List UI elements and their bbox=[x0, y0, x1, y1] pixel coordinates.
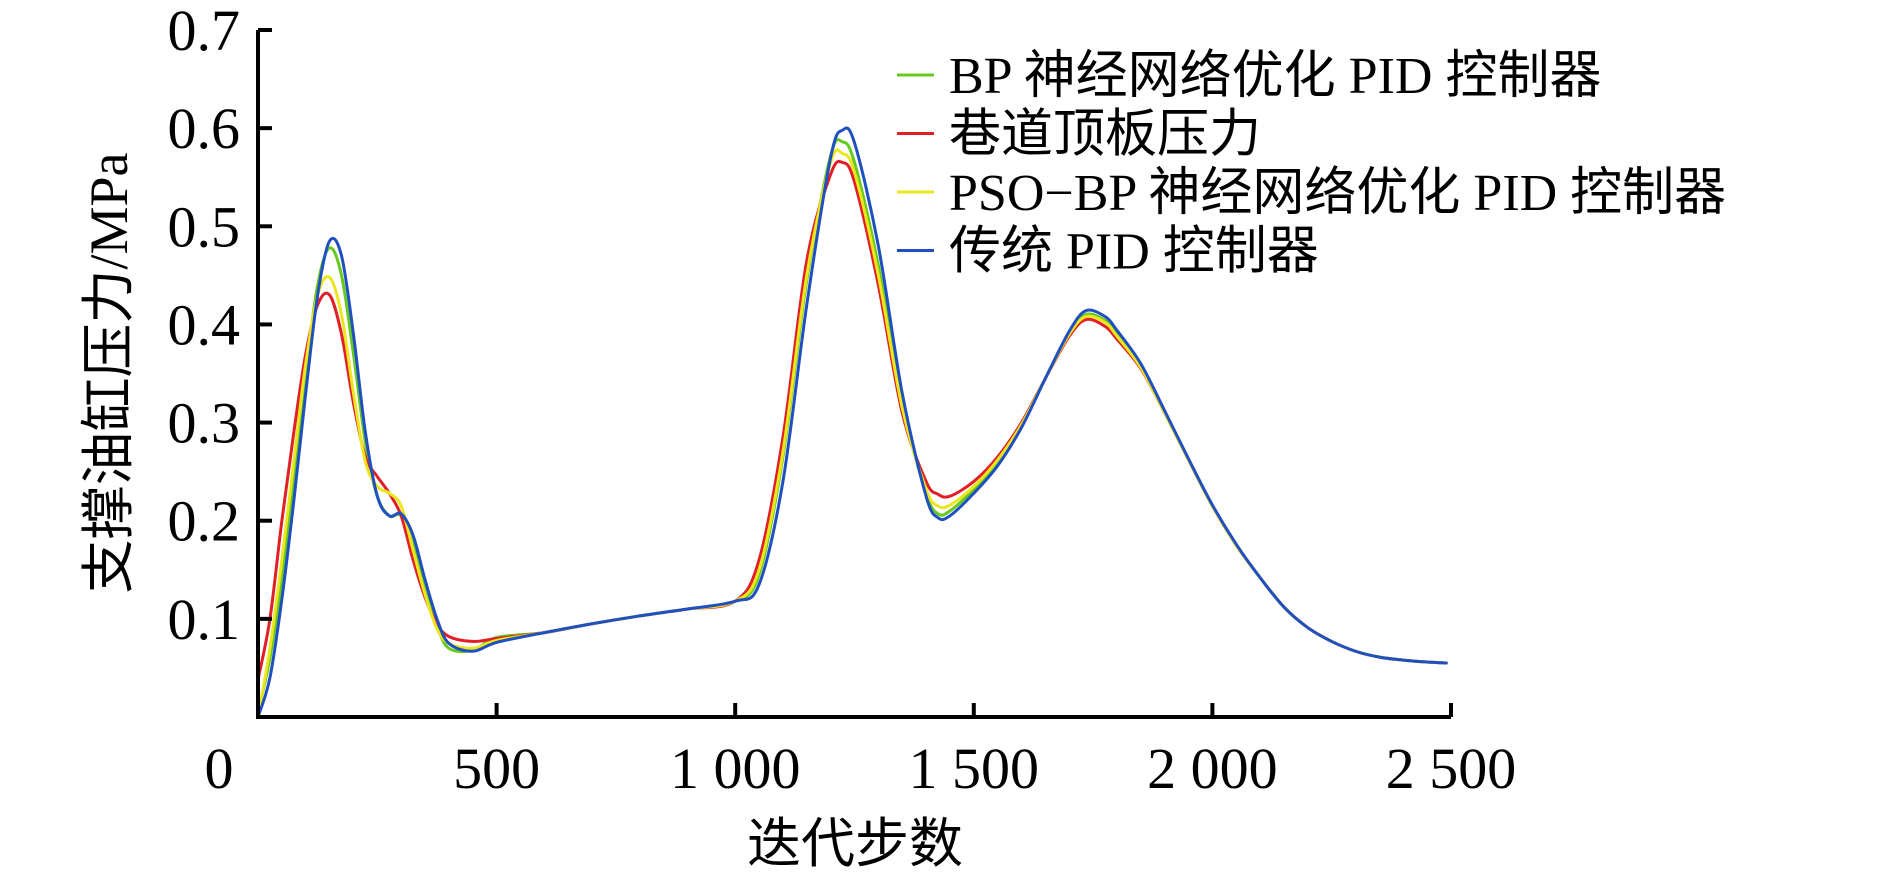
ticks: 0.1 0.2 0.3 0.4 0.5 0.6 0.7 0 500 1 000 1 500 2 000… bbox=[168, 0, 1517, 801]
series-line-4 bbox=[256, 126, 1448, 719]
legend-label: 巷道顶板压力 bbox=[949, 107, 1261, 164]
series-layer bbox=[256, 126, 1448, 719]
y-tick-label: 0.4 bbox=[168, 292, 241, 357]
x-tick-label: 2 500 bbox=[1386, 736, 1517, 801]
legend-label: PSO−BP 神经网络优化 PID 控制器 bbox=[949, 165, 1726, 222]
x-tick-label: 0 bbox=[205, 736, 234, 801]
y-axis-title: 支撑油缸压力/MPa bbox=[79, 152, 139, 593]
y-tick-label: 0.5 bbox=[168, 194, 241, 259]
y-tick-label: 0.3 bbox=[168, 391, 241, 456]
legend-label: BP 神经网络优化 PID 控制器 bbox=[949, 48, 1601, 105]
legend-item: 传统 PID 控制器 bbox=[897, 224, 1319, 281]
axes bbox=[256, 30, 1451, 719]
x-tick-label: 1 500 bbox=[909, 736, 1040, 801]
legend-item: 巷道顶板压力 bbox=[897, 107, 1261, 164]
x-tick-label: 500 bbox=[453, 736, 540, 801]
x-tick-label: 1 000 bbox=[670, 736, 801, 801]
y-tick-label: 0.2 bbox=[168, 489, 241, 554]
x-axis-title: 迭代步数 bbox=[747, 814, 963, 874]
x-tick-label: 2 000 bbox=[1147, 736, 1278, 801]
legend-item: PSO−BP 神经网络优化 PID 控制器 bbox=[897, 165, 1726, 222]
legend-item: BP 神经网络优化 PID 控制器 bbox=[897, 48, 1601, 105]
y-tick-label: 0.7 bbox=[168, 0, 241, 63]
legend-label: 传统 PID 控制器 bbox=[949, 224, 1319, 281]
y-tick-label: 0.6 bbox=[168, 96, 241, 161]
y-tick-label: 0.1 bbox=[168, 587, 241, 652]
